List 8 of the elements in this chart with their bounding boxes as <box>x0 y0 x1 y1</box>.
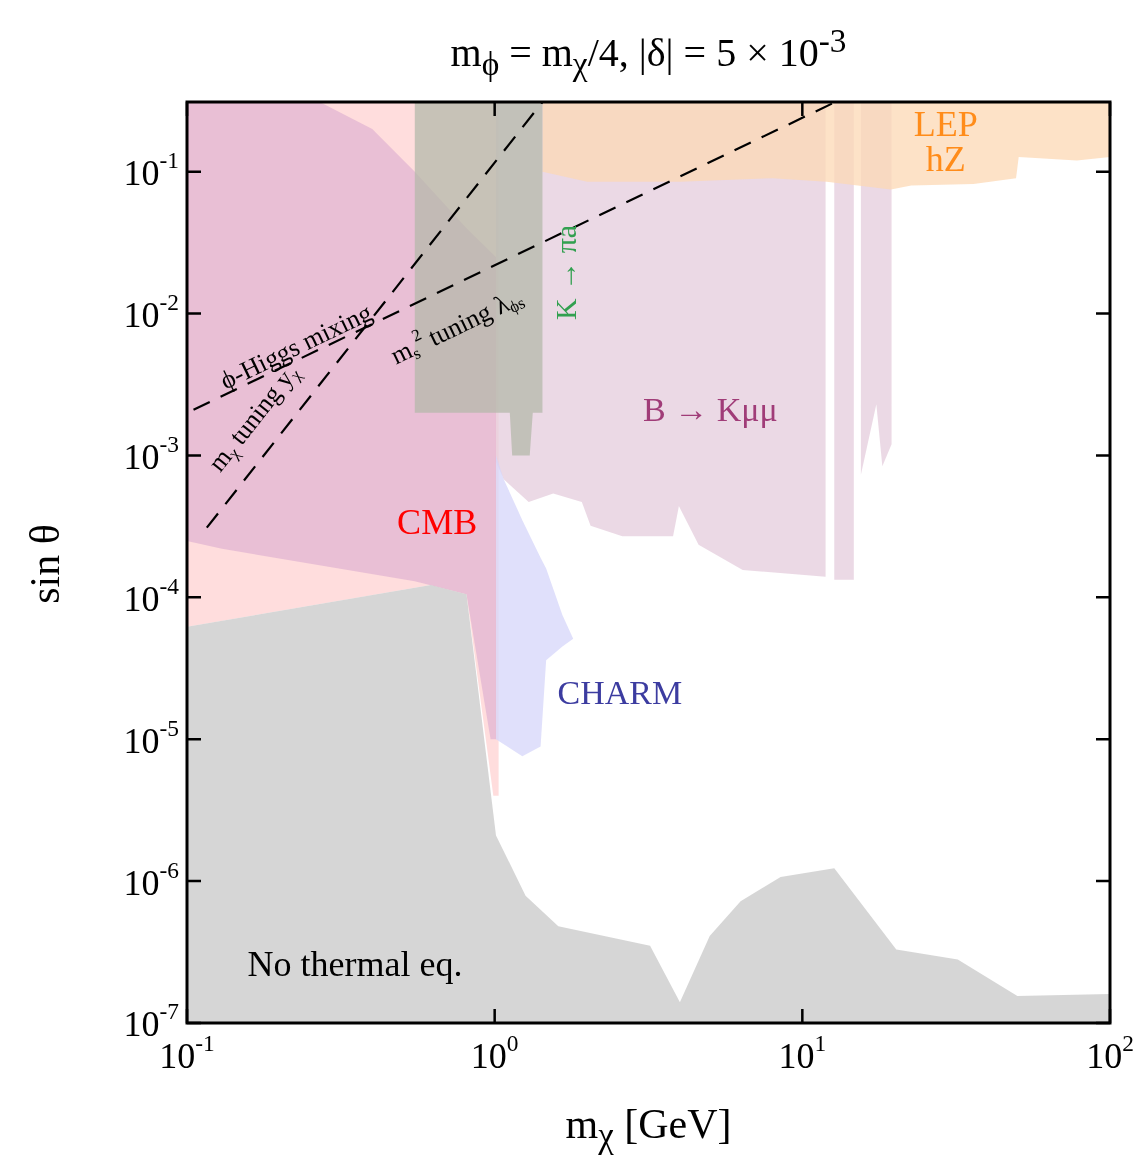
annotation: No thermal eq. <box>247 944 463 985</box>
annotation: CHARM <box>557 674 683 712</box>
x-axis-title: m$_{χ}$ [GeV] <box>564 1100 733 1157</box>
annotation: K → πa <box>549 224 583 320</box>
annotation: CMB <box>397 502 478 543</box>
annotation: B → Kμμ <box>643 391 778 429</box>
y-axis-title: sin θ <box>21 523 69 606</box>
chart-title: m$_{ϕ}$ = m$_{χ}$/4, |δ| = 5 × 10$^{-3}$ <box>449 22 848 84</box>
